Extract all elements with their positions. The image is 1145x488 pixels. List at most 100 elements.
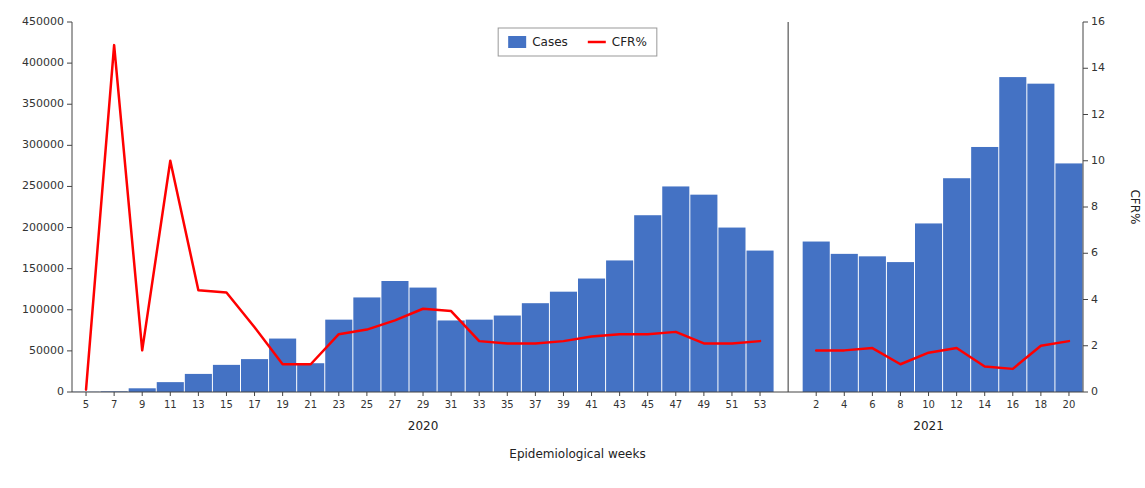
x-tick xyxy=(535,392,536,396)
x-tick xyxy=(760,392,761,396)
x-tick-label: 15 xyxy=(220,399,233,410)
x-tick xyxy=(1040,392,1041,396)
y-tick xyxy=(67,145,72,146)
y2-tick xyxy=(1083,207,1088,208)
x-tick xyxy=(844,392,845,396)
x-tick-label: 47 xyxy=(669,399,682,410)
x-tick xyxy=(142,392,143,396)
y-tick-label: 250000 xyxy=(22,179,64,192)
x-tick xyxy=(591,392,592,396)
x-tick-label: 4 xyxy=(841,399,847,410)
x-axis-line xyxy=(72,392,1083,393)
y-tick xyxy=(67,392,72,393)
x-tick-label: 41 xyxy=(585,399,598,410)
x-tick-label: 39 xyxy=(557,399,570,410)
y2-tick xyxy=(1083,299,1088,300)
x-tick xyxy=(226,392,227,396)
bar xyxy=(915,223,942,392)
x-axis-label: Epidemiological weeks xyxy=(509,447,645,461)
y2-tick-label: 14 xyxy=(1091,61,1105,74)
year-label: 2021 xyxy=(913,419,944,433)
legend-label: CFR% xyxy=(612,35,647,49)
x-tick xyxy=(984,392,985,396)
bar xyxy=(971,147,998,392)
x-tick xyxy=(114,392,115,396)
y-tick xyxy=(67,63,72,64)
x-tick-label: 43 xyxy=(613,399,626,410)
x-tick-label: 5 xyxy=(83,399,89,410)
x-tick-label: 14 xyxy=(978,399,991,410)
cfr-line xyxy=(816,341,1069,369)
x-tick xyxy=(928,392,929,396)
x-tick xyxy=(703,392,704,396)
y-tick xyxy=(67,350,72,351)
x-tick-label: 12 xyxy=(950,399,963,410)
legend: Cases CFR% xyxy=(498,28,657,56)
bar xyxy=(859,256,886,392)
y-tick-label: 350000 xyxy=(22,97,64,110)
legend-box xyxy=(498,28,657,56)
x-tick xyxy=(394,392,395,396)
x-tick-label: 13 xyxy=(192,399,205,410)
x-tick-label: 27 xyxy=(389,399,402,410)
x-tick xyxy=(170,392,171,396)
y-tick-label: 50000 xyxy=(29,344,64,357)
y-tick xyxy=(67,268,72,269)
x-tick-label: 51 xyxy=(726,399,739,410)
y-tick xyxy=(67,186,72,187)
x-tick-label: 45 xyxy=(641,399,654,410)
x-tick xyxy=(254,392,255,396)
x-tick xyxy=(900,392,901,396)
y-tick-label: 0 xyxy=(57,385,64,398)
x-tick-label: 7 xyxy=(111,399,117,410)
x-tick xyxy=(507,392,508,396)
x-tick xyxy=(647,392,648,396)
x-tick xyxy=(198,392,199,396)
x-tick-label: 6 xyxy=(869,399,875,410)
bar xyxy=(747,251,774,392)
bar xyxy=(157,382,184,392)
bar xyxy=(353,297,380,392)
plot-area xyxy=(73,45,1083,392)
y2-tick-label: 12 xyxy=(1091,108,1105,121)
y-axis-line xyxy=(72,22,73,392)
x-tick xyxy=(479,392,480,396)
x-tick xyxy=(86,392,87,396)
x-tick-label: 49 xyxy=(698,399,711,410)
bar xyxy=(831,254,858,392)
y2-tick-label: 4 xyxy=(1091,293,1098,306)
x-tick-label: 10 xyxy=(922,399,935,410)
bar xyxy=(410,288,437,392)
x-tick-label: 21 xyxy=(304,399,317,410)
x-tick xyxy=(282,392,283,396)
y2-tick xyxy=(1083,114,1088,115)
x-tick xyxy=(563,392,564,396)
bar xyxy=(887,262,914,392)
bar xyxy=(634,215,661,392)
x-tick-label: 33 xyxy=(473,399,486,410)
y2-tick xyxy=(1083,345,1088,346)
bar xyxy=(606,260,633,392)
x-tick-label: 18 xyxy=(1035,399,1048,410)
bar xyxy=(943,178,970,392)
bar xyxy=(803,242,830,392)
y2-tick xyxy=(1083,392,1088,393)
cfr-line xyxy=(86,45,760,390)
y-tick-label: 150000 xyxy=(22,262,64,275)
y-tick-label: 400000 xyxy=(22,56,64,69)
y-tick xyxy=(67,22,72,23)
bar xyxy=(129,388,156,392)
x-tick xyxy=(675,392,676,396)
y-tick-label: 100000 xyxy=(22,303,64,316)
y2-tick xyxy=(1083,68,1088,69)
y2-tick-label: 6 xyxy=(1091,246,1098,259)
legend-label: Cases xyxy=(532,35,568,49)
bar xyxy=(1055,163,1082,392)
x-tick-label: 37 xyxy=(529,399,542,410)
bar xyxy=(185,374,212,392)
bar xyxy=(325,320,352,392)
x-tick xyxy=(619,392,620,396)
y-tick-label: 300000 xyxy=(22,138,64,151)
bar xyxy=(690,195,717,392)
legend-swatch xyxy=(508,36,526,48)
